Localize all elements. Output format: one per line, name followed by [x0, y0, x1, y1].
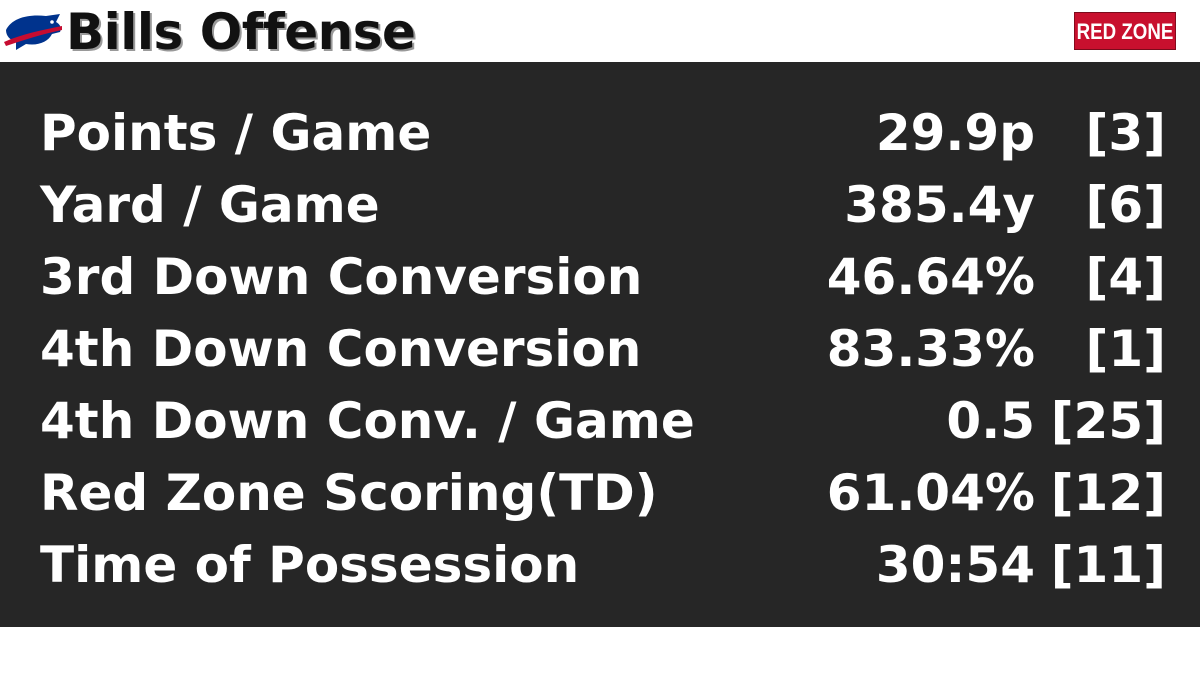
stat-label: Yard / Game	[40, 176, 380, 234]
stat-value: 83.33%	[826, 320, 1035, 378]
title: Bills Offense	[66, 3, 416, 61]
stat-rank: [4]	[1085, 248, 1167, 306]
stat-rank: [11]	[1050, 536, 1166, 594]
stat-rank: [25]	[1050, 392, 1166, 450]
stat-rank: [3]	[1085, 104, 1167, 162]
stat-value: 385.4y	[844, 176, 1035, 234]
badge: RED ZONE	[1074, 12, 1176, 50]
stat-label: Time of Possession	[40, 536, 580, 594]
stat-value: 46.64%	[826, 248, 1035, 306]
stat-value: 0.5	[946, 392, 1035, 450]
stat-label: 4th Down Conv. / Game	[40, 392, 695, 450]
stat-label: 4th Down Conversion	[40, 320, 642, 378]
stat-rank: [12]	[1050, 464, 1166, 522]
stat-label: Points / Game	[40, 104, 432, 162]
stat-rank: [1]	[1085, 320, 1167, 378]
stat-rank: [6]	[1085, 176, 1167, 234]
stat-value: 30:54	[875, 536, 1035, 594]
header: Bills Offense RED ZONE	[0, 0, 1200, 62]
stat-label: Red Zone Scoring(TD)	[40, 464, 658, 522]
stat-value: 61.04%	[826, 464, 1035, 522]
stat-label: 3rd Down Conversion	[40, 248, 643, 306]
stats-panel: Points / Game 29.9p [3] Yard / Game 385.4y [6…	[0, 62, 1200, 627]
team-logo	[4, 14, 62, 50]
stat-value: 29.9p	[875, 104, 1035, 162]
